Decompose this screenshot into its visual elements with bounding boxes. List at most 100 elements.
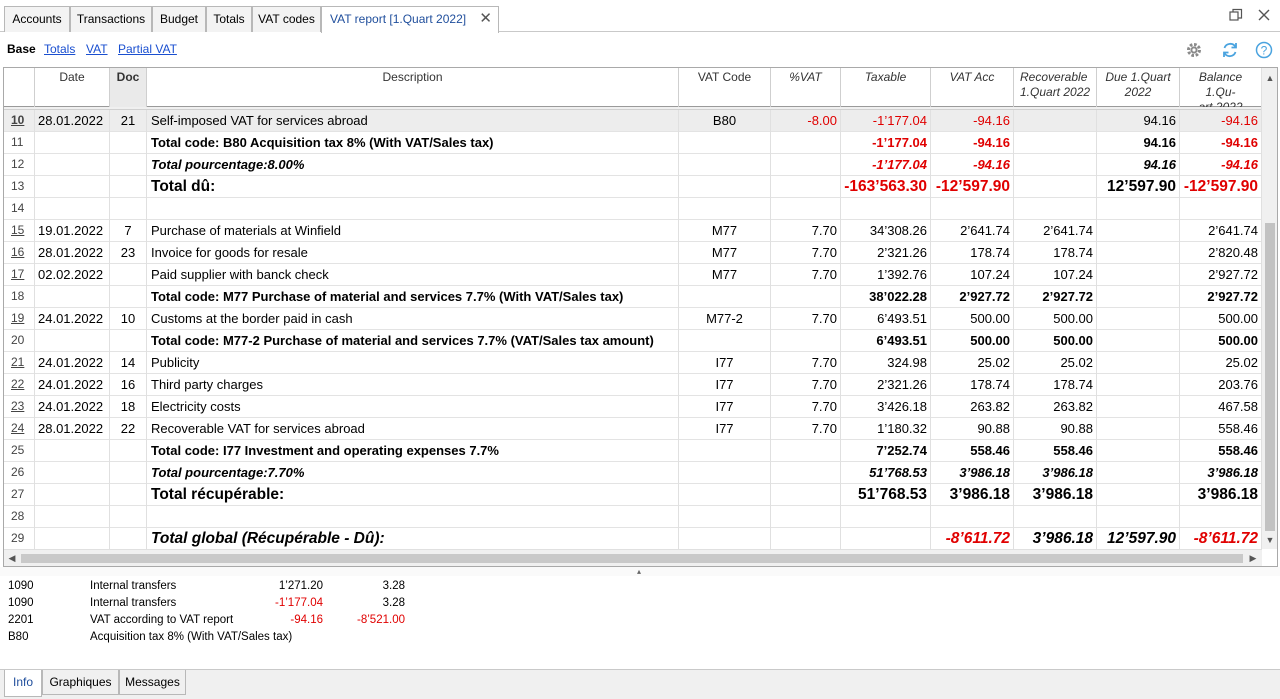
balance-cell[interactable]: 558.46	[1180, 440, 1262, 462]
vat-code-cell[interactable]	[679, 440, 771, 462]
vat-acc-cell[interactable]	[931, 506, 1014, 528]
balance-cell[interactable]: 500.00	[1180, 330, 1262, 352]
vat-percent-cell[interactable]: 7.70	[771, 352, 841, 374]
vat-code-cell[interactable]: B80	[679, 110, 771, 132]
due-cell[interactable]	[1097, 462, 1180, 484]
row-number[interactable]: 10	[4, 110, 35, 132]
vat-acc-cell[interactable]: -94.16	[931, 154, 1014, 176]
table-row[interactable]: 22 24.01.2022 16 Third party charges I77 7.70…	[4, 374, 1262, 396]
vat-acc-cell[interactable]: 25.02	[931, 352, 1014, 374]
description-cell[interactable]: Paid supplier with banck check	[147, 264, 679, 286]
table-row[interactable]: 10 28.01.2022 21 Self-imposed VAT for servi…	[4, 110, 1262, 132]
recoverable-cell[interactable]	[1014, 198, 1097, 220]
tab-accounts[interactable]: Accounts	[4, 6, 70, 32]
date-cell[interactable]	[35, 330, 110, 352]
header-recoverable[interactable]: Recoverable 1.Quart 2022	[1014, 68, 1097, 107]
due-cell[interactable]	[1097, 352, 1180, 374]
taxable-cell[interactable]: -1’177.04	[841, 110, 931, 132]
date-cell[interactable]: 28.01.2022	[35, 242, 110, 264]
date-cell[interactable]	[35, 462, 110, 484]
table-row[interactable]: 23 24.01.2022 18 Electricity costs I77 7.70 3’…	[4, 396, 1262, 418]
balance-cell[interactable]: -12’597.90	[1180, 176, 1262, 198]
description-cell[interactable]: Self-imposed VAT for services abroad	[147, 110, 679, 132]
description-cell[interactable]	[147, 198, 679, 220]
vat-percent-cell[interactable]	[771, 176, 841, 198]
table-row[interactable]: 18 Total code: M77 Purchase of material a…	[4, 286, 1262, 308]
vat-percent-cell[interactable]	[771, 132, 841, 154]
row-number[interactable]: 12	[4, 154, 35, 176]
taxable-cell[interactable]: 324.98	[841, 352, 931, 374]
table-row[interactable]: 17 02.02.2022 Paid supplier with banck che…	[4, 264, 1262, 286]
tab-transactions[interactable]: Transactions	[70, 6, 152, 32]
row-number[interactable]: 24	[4, 418, 35, 440]
taxable-cell[interactable]: 6’493.51	[841, 308, 931, 330]
doc-cell[interactable]	[110, 132, 147, 154]
doc-cell[interactable]	[110, 198, 147, 220]
description-cell[interactable]: Publicity	[147, 352, 679, 374]
vat-acc-cell[interactable]	[931, 198, 1014, 220]
doc-cell[interactable]: 16	[110, 374, 147, 396]
vat-code-cell[interactable]	[679, 132, 771, 154]
row-number[interactable]: 11	[4, 132, 35, 154]
row-number[interactable]: 27	[4, 484, 35, 506]
recoverable-cell[interactable]: 500.00	[1014, 308, 1097, 330]
panel-splitter[interactable]: ▴	[0, 567, 1280, 576]
scroll-left-icon[interactable]: ◀	[8, 553, 16, 563]
due-cell[interactable]	[1097, 418, 1180, 440]
vat-acc-cell[interactable]: -8’611.72	[931, 528, 1014, 550]
date-cell[interactable]	[35, 176, 110, 198]
recoverable-cell[interactable]: 107.24	[1014, 264, 1097, 286]
scroll-up-icon[interactable]: ▲	[1265, 73, 1275, 83]
date-cell[interactable]: 02.02.2022	[35, 264, 110, 286]
description-cell[interactable]: Total code: M77 Purchase of material and…	[147, 286, 679, 308]
restore-window-icon[interactable]	[1228, 8, 1244, 24]
header-due[interactable]: Due 1.Quart 2022	[1097, 68, 1180, 107]
tab-info[interactable]: Info	[4, 670, 42, 697]
vat-code-cell[interactable]	[679, 286, 771, 308]
date-cell[interactable]	[35, 528, 110, 550]
row-number[interactable]: 29	[4, 528, 35, 550]
date-cell[interactable]	[35, 484, 110, 506]
vat-percent-cell[interactable]	[771, 198, 841, 220]
due-cell[interactable]	[1097, 330, 1180, 352]
due-cell[interactable]: 94.16	[1097, 110, 1180, 132]
vat-acc-cell[interactable]: -94.16	[931, 110, 1014, 132]
header-taxable[interactable]: Taxable	[841, 68, 931, 107]
row-number[interactable]: 21	[4, 352, 35, 374]
row-number[interactable]: 16	[4, 242, 35, 264]
doc-cell[interactable]: 10	[110, 308, 147, 330]
row-number[interactable]: 26	[4, 462, 35, 484]
vat-code-cell[interactable]	[679, 176, 771, 198]
help-icon[interactable]: ?	[1254, 40, 1274, 60]
recoverable-cell[interactable]: 2’927.72	[1014, 286, 1097, 308]
vat-code-cell[interactable]: I77	[679, 352, 771, 374]
due-cell[interactable]	[1097, 220, 1180, 242]
table-row[interactable]: 11 Total code: B80 Acquisition tax 8% (Wi…	[4, 132, 1262, 154]
splitter-handle-icon[interactable]: ▴	[637, 567, 642, 576]
recoverable-cell[interactable]: 90.88	[1014, 418, 1097, 440]
doc-cell[interactable]	[110, 176, 147, 198]
recoverable-cell[interactable]	[1014, 154, 1097, 176]
date-cell[interactable]	[35, 440, 110, 462]
due-cell[interactable]	[1097, 308, 1180, 330]
taxable-cell[interactable]: -1’177.04	[841, 154, 931, 176]
vat-code-cell[interactable]	[679, 506, 771, 528]
vat-code-cell[interactable]: I77	[679, 396, 771, 418]
description-cell[interactable]: Total global (Récupérable - Dû):	[147, 528, 679, 550]
date-cell[interactable]: 24.01.2022	[35, 308, 110, 330]
table-row[interactable]: 27 Total récupérable: 51’768.53 3’986.18 3’9…	[4, 484, 1262, 506]
doc-cell[interactable]	[110, 462, 147, 484]
vat-code-cell[interactable]	[679, 462, 771, 484]
recoverable-cell[interactable]: 263.82	[1014, 396, 1097, 418]
doc-cell[interactable]: 14	[110, 352, 147, 374]
description-cell[interactable]: Purchase of materials at Winfield	[147, 220, 679, 242]
doc-cell[interactable]	[110, 484, 147, 506]
due-cell[interactable]	[1097, 440, 1180, 462]
doc-cell[interactable]	[110, 286, 147, 308]
balance-cell[interactable]: 2’641.74	[1180, 220, 1262, 242]
vat-code-cell[interactable]	[679, 484, 771, 506]
vat-percent-cell[interactable]: -8.00	[771, 110, 841, 132]
due-cell[interactable]	[1097, 484, 1180, 506]
balance-cell[interactable]: -94.16	[1180, 154, 1262, 176]
table-row[interactable]: 14	[4, 198, 1262, 220]
